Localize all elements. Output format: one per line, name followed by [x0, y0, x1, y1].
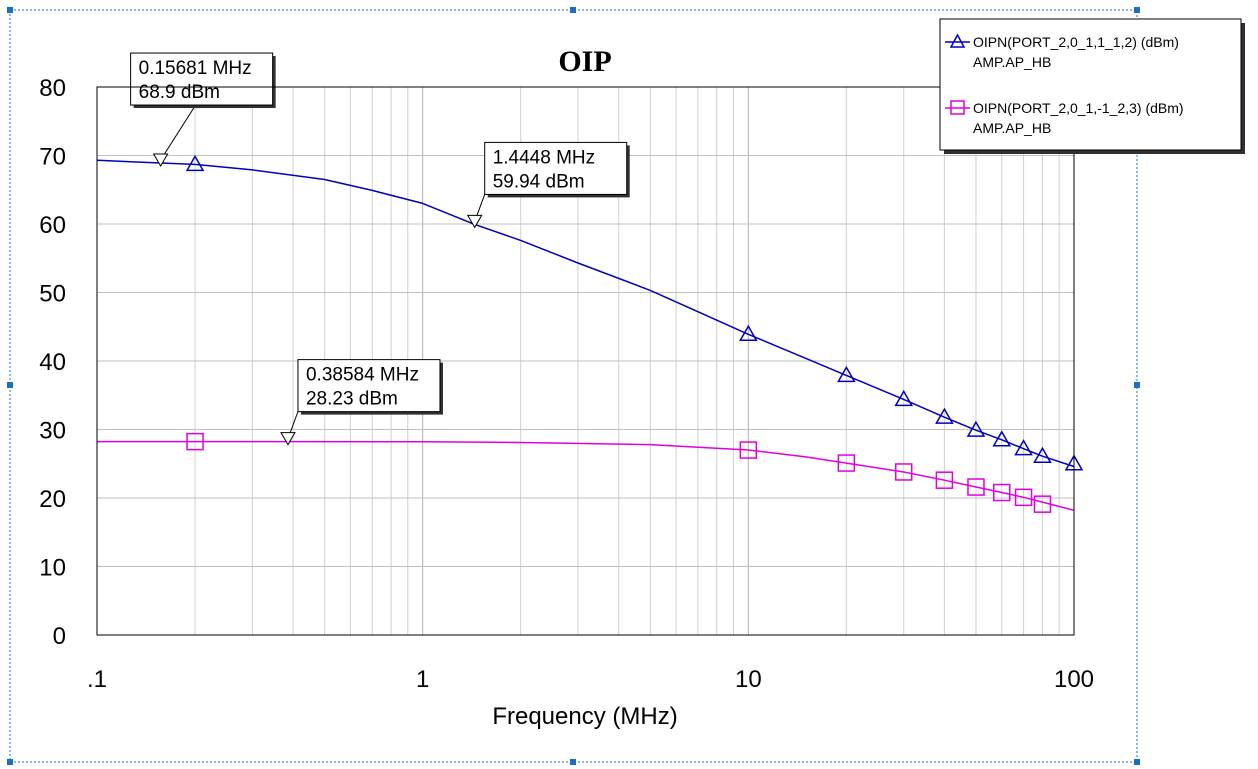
x-tick-label: 100: [1054, 666, 1094, 693]
resize-handle-top[interactable]: [570, 7, 576, 13]
resize-handle-top-left[interactable]: [7, 7, 13, 13]
legend-series-1-subname: AMP.AP_HB: [973, 54, 1051, 70]
x-axis-label: Frequency (MHz): [492, 703, 677, 730]
legend-series-2-name: OIPN(PORT_2,0_1,-1_2,3) (dBm): [973, 100, 1184, 116]
triangle-marker: [894, 389, 914, 407]
callout-leader-line: [160, 104, 197, 161]
resize-handle-right[interactable]: [1134, 382, 1140, 388]
legend[interactable]: OIPN(PORT_2,0_1,1_1,2) (dBm) AMP.AP_HB O…: [939, 18, 1245, 154]
marker-pointer-icon: [280, 432, 296, 446]
series-line-2: [97, 440, 1075, 512]
legend-entry-series-2[interactable]: OIPN(PORT_2,0_1,-1_2,3) (dBm) AMP.AP_HB: [945, 100, 1184, 136]
y-tick-label: 70: [39, 144, 66, 171]
square-marker: [186, 432, 204, 451]
callout-frequency: 0.15681 MHz: [139, 58, 252, 79]
triangle-marker: [992, 430, 1012, 447]
callout-frequency: 0.38584 MHz: [306, 365, 419, 386]
triangle-marker: [935, 407, 954, 424]
square-marker: [1014, 488, 1033, 507]
y-tick-label: 60: [39, 212, 66, 239]
callout-box: [484, 141, 628, 195]
x-tick-label: 10: [735, 666, 762, 693]
y-tick-label: 30: [39, 418, 66, 445]
y-tick-label: 40: [39, 349, 66, 376]
square-marker: [1033, 495, 1052, 513]
callout-power: 28.23 dBm: [306, 389, 398, 410]
callout-box: [297, 359, 441, 413]
callout-frequency: 1.4448 MHz: [493, 147, 595, 168]
series-curves: [96, 159, 1075, 512]
legend-triangle-icon: [949, 33, 966, 48]
square-marker: [837, 454, 856, 472]
triangle-marker: [837, 365, 856, 383]
y-tick-label: 50: [39, 281, 66, 308]
callout-power: 68.9 dBm: [139, 82, 220, 103]
selection-frame[interactable]: [7, 7, 1140, 765]
square-marker: [935, 471, 954, 489]
callout-power: 59.94 dBm: [493, 171, 585, 192]
triangle-marker: [966, 420, 986, 437]
legend-box: [939, 18, 1242, 151]
triangle-marker: [185, 154, 205, 172]
y-tick-label: 80: [39, 75, 66, 102]
resize-handle-bottom[interactable]: [570, 759, 576, 765]
square-marker: [967, 478, 985, 496]
series-markers: [185, 154, 1084, 513]
triangle-marker: [1014, 439, 1033, 456]
legend-series-1-name: OIPN(PORT_2,0_1,1_1,2) (dBm): [973, 34, 1179, 50]
legend-square-icon: [950, 100, 965, 115]
y-tick-labels: 0 10 20 30 40 50 60 70 80: [39, 75, 66, 650]
series-line-1: [96, 159, 1075, 468]
x-tick-labels: .1 1 10 100: [87, 666, 1094, 693]
y-tick-label: 0: [53, 623, 66, 650]
marker-callout-3[interactable]: 0.38584 MHz 28.23 dBm: [280, 359, 443, 446]
marker-callout-1[interactable]: 0.15681 MHz 68.9 dBm: [130, 52, 276, 168]
plot-frame: [96, 86, 1075, 636]
resize-handle-left[interactable]: [7, 382, 13, 388]
callout-box: [130, 52, 274, 106]
x-tick-label: .1: [87, 666, 107, 693]
chart-title: OIP: [558, 45, 611, 78]
legend-entry-series-1[interactable]: OIPN(PORT_2,0_1,1_1,2) (dBm) AMP.AP_HB: [945, 33, 1179, 70]
y-tick-label: 20: [39, 486, 66, 513]
grid: [97, 87, 1074, 635]
resize-handle-bottom-left[interactable]: [7, 759, 13, 765]
marker-pointer-icon: [152, 153, 169, 168]
square-marker: [993, 483, 1011, 502]
x-tick-label: 1: [416, 666, 429, 693]
resize-handle-bottom-right[interactable]: [1134, 759, 1140, 765]
square-marker: [894, 463, 913, 481]
legend-series-2-subname: AMP.AP_HB: [973, 120, 1051, 136]
square-marker: [739, 441, 758, 459]
resize-handle-top-right[interactable]: [1134, 7, 1140, 13]
y-tick-label: 10: [39, 555, 66, 582]
marker-pointer-icon: [466, 214, 483, 229]
triangle-marker: [739, 324, 758, 342]
triangle-marker: [1033, 446, 1052, 463]
marker-annotations[interactable]: 0.15681 MHz 68.9 dBm 1.4448 MHz 59.94 dBm 0.…: [130, 52, 630, 446]
marker-callout-2[interactable]: 1.4448 MHz 59.94 dBm: [466, 141, 630, 229]
